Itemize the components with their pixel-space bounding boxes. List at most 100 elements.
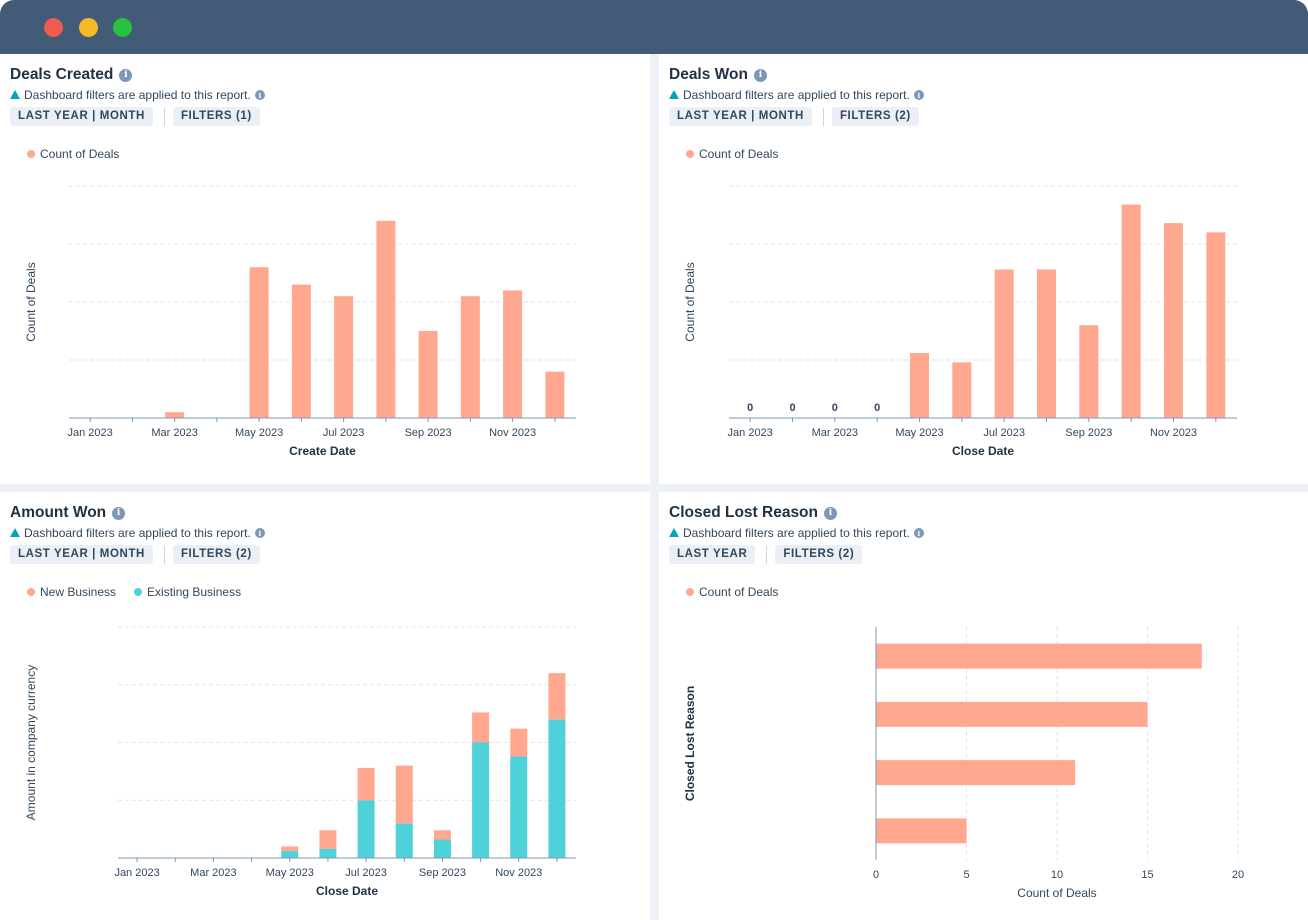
bar-existing-9: [472, 742, 490, 858]
info-icon[interactable]: i: [112, 506, 126, 520]
x-tick-label: 5: [963, 869, 969, 881]
filters-tag[interactable]: FILTERS (1): [172, 107, 260, 126]
tag-divider: [163, 545, 165, 564]
bar-zero-label: 0: [874, 402, 880, 414]
x-tick-label: Mar 2023: [190, 867, 236, 879]
filters-notice: Dashboard filters are applied to this re…: [10, 88, 265, 102]
x-tick-label: 15: [1141, 869, 1153, 881]
bar-existing-5: [319, 848, 337, 858]
bar-5: [952, 362, 972, 418]
filters-tag[interactable]: FILTERS (2): [831, 107, 919, 126]
info-icon[interactable]: i: [119, 68, 133, 82]
minimize-window-button[interactable]: [79, 18, 98, 37]
bar-existing-11: [548, 719, 566, 858]
legend-item-new-business[interactable]: New Business: [27, 585, 116, 599]
bar-8: [1079, 325, 1099, 418]
x-tick-label: Sep 2023: [419, 867, 466, 879]
bar-existing-8: [433, 839, 451, 858]
report-title[interactable]: Closed Lost Reason i: [669, 504, 837, 522]
report-title-text[interactable]: Deals Won: [669, 66, 748, 83]
x-tick-label: Jul 2023: [323, 427, 365, 439]
filter-tags: LAST YEAR FILTERS (2): [669, 545, 863, 564]
x-tick-label: May 2023: [895, 427, 943, 439]
x-tick-label: May 2023: [235, 427, 283, 439]
info-icon[interactable]: i: [753, 68, 767, 82]
x-tick-label: Mar 2023: [812, 427, 858, 439]
legend-item[interactable]: Count of Deals: [686, 147, 778, 161]
warning-icon: [10, 89, 20, 99]
bar-7: [376, 220, 396, 418]
report-title-text[interactable]: Amount Won: [10, 504, 107, 521]
date-range-tag[interactable]: LAST YEAR | MONTH: [10, 107, 153, 126]
report-card-amount-won: Amount Won i Dashboard filters are appli…: [0, 492, 650, 920]
bar-6: [334, 296, 354, 418]
info-icon[interactable]: i: [824, 506, 837, 520]
report-title[interactable]: Deals Won i: [669, 66, 767, 84]
x-tick-label: Nov 2023: [495, 867, 542, 879]
bar-zero-label: 0: [747, 402, 753, 414]
filters-notice-text: Dashboard filters are applied to this re…: [683, 526, 910, 540]
bar-new-5: [319, 830, 337, 849]
info-icon[interactable]: i: [913, 90, 924, 100]
bar-new-8: [433, 830, 451, 840]
report-title-text[interactable]: Closed Lost Reason: [669, 504, 818, 521]
chart-legend: Count of Deals: [686, 585, 796, 599]
legend-swatch: [686, 588, 694, 596]
report-title[interactable]: Deals Created i: [10, 66, 133, 84]
bar-existing-4: [281, 851, 299, 858]
legend-item-existing-business[interactable]: Existing Business: [134, 585, 241, 599]
y-axis-title: Count of Deals: [683, 262, 697, 341]
info-icon[interactable]: i: [913, 528, 924, 538]
legend-item[interactable]: Count of Deals: [686, 585, 778, 599]
window-titlebar: [0, 0, 1308, 54]
report-title-text[interactable]: Deals Created: [10, 66, 114, 83]
x-tick-label: Nov 2023: [489, 427, 536, 439]
bar-9: [460, 296, 480, 418]
date-range-tag[interactable]: LAST YEAR | MONTH: [10, 545, 153, 564]
report-title[interactable]: Amount Won i: [10, 504, 126, 522]
bar-new-11: [548, 673, 566, 720]
filters-tag[interactable]: FILTERS (2): [775, 545, 863, 564]
bar-3: [876, 818, 967, 844]
bar-7: [1037, 269, 1056, 418]
bar-1: [876, 701, 1148, 727]
bar-zero-label: 0: [789, 402, 795, 414]
filter-tags: LAST YEAR | MONTH FILTERS (1): [10, 107, 260, 126]
maximize-window-button[interactable]: [113, 18, 132, 37]
filters-notice-text: Dashboard filters are applied to this re…: [683, 88, 910, 102]
y-axis-title: Amount in company currency: [24, 665, 38, 820]
date-range-tag[interactable]: LAST YEAR | MONTH: [669, 107, 812, 126]
x-tick-label: Sep 2023: [405, 427, 452, 439]
warning-icon: [669, 89, 679, 99]
bar-10: [503, 290, 523, 418]
info-icon[interactable]: i: [254, 528, 265, 538]
legend-item[interactable]: Count of Deals: [27, 147, 119, 161]
info-icon[interactable]: i: [254, 90, 265, 100]
close-window-button[interactable]: [44, 18, 63, 37]
chart-legend: Count of Deals: [27, 147, 137, 161]
x-tick-label: 20: [1232, 869, 1244, 881]
chart-legend: New Business Existing Business: [27, 585, 259, 599]
x-axis-title: Close Date: [316, 884, 378, 898]
bar-existing-7: [395, 823, 413, 858]
filter-tags: LAST YEAR | MONTH FILTERS (2): [669, 107, 919, 126]
x-axis-title: Count of Deals: [1017, 886, 1096, 900]
bar-11: [1206, 232, 1226, 418]
bar-existing-10: [510, 756, 528, 858]
filters-tag[interactable]: FILTERS (2): [172, 545, 260, 564]
y-axis-title: Count of Deals: [24, 262, 38, 341]
date-range-tag[interactable]: LAST YEAR: [669, 545, 756, 564]
warning-icon: [669, 527, 679, 537]
y-axis-title: Closed Lost Reason: [683, 686, 697, 801]
legend-swatch: [686, 150, 694, 158]
legend-label: Count of Deals: [699, 147, 779, 161]
x-tick-label: Sep 2023: [1065, 427, 1112, 439]
bar-new-6: [357, 767, 375, 801]
legend-swatch: [134, 588, 143, 596]
dashboard-grid: Deals Created i Dashboard filters are ap…: [0, 54, 1308, 920]
bar-4: [249, 267, 269, 418]
x-tick-label: Jul 2023: [345, 867, 387, 879]
deals-created-chart: Jan 2023 Mar 2023 May 2023 Jul 2023 Sep 2023…: [24, 185, 576, 458]
x-tick-label: Jan 2023: [67, 427, 112, 439]
legend-swatch: [27, 588, 35, 596]
